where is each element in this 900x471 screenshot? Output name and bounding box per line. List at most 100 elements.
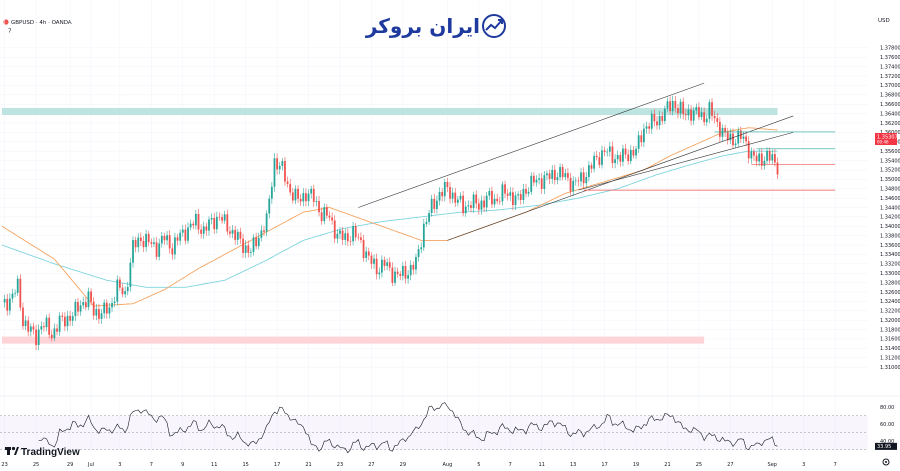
- indicator-count[interactable]: 7: [8, 29, 12, 35]
- rsi-tick-label: 40.00: [880, 439, 894, 445]
- candle-body: [215, 216, 218, 230]
- price-axis[interactable]: 1.37800 1.37600 1.37400 1.37200 1.37000 1.368…: [880, 46, 900, 371]
- candle-body: [614, 159, 616, 164]
- candle-body: [493, 198, 496, 205]
- candle-body: [223, 214, 226, 221]
- candle-body: [333, 220, 336, 239]
- candle-body: [325, 207, 328, 216]
- time-tick-label: 9: [181, 462, 184, 468]
- candle-body: [265, 213, 268, 232]
- candle-body: [483, 200, 485, 208]
- candle-body: [71, 316, 74, 321]
- candle-body: [40, 326, 43, 330]
- candle-body: [512, 192, 514, 206]
- price-tick-label: 1.35200: [880, 168, 900, 174]
- candle-body: [433, 198, 436, 209]
- candle-body: [19, 278, 22, 308]
- time-tick-label: 25: [33, 462, 39, 468]
- symbol-flag-icon: [3, 19, 9, 25]
- candle-body: [16, 278, 19, 293]
- candle-body: [768, 150, 771, 161]
- candle-body: [470, 205, 472, 208]
- candle-body: [32, 326, 35, 330]
- candle-body: [58, 315, 61, 332]
- candle-body: [139, 237, 142, 242]
- candle-body: [119, 279, 121, 288]
- candle-body: [700, 112, 703, 118]
- candle-body: [79, 305, 82, 312]
- candle-body: [648, 126, 651, 129]
- candle-body: [116, 279, 119, 302]
- candle-body: [184, 229, 187, 241]
- price-tick-label: 1.37400: [880, 64, 900, 70]
- time-tick-label: 11: [211, 462, 217, 468]
- time-tick-label: 17: [601, 462, 607, 468]
- candle-body: [726, 132, 729, 141]
- candle-body: [666, 101, 669, 109]
- price-tick-label: 1.35400: [880, 158, 900, 164]
- price-tick-label: 1.33400: [880, 252, 900, 258]
- candle-body: [299, 198, 302, 202]
- candle-body: [234, 229, 237, 240]
- candle-body: [310, 188, 313, 194]
- candle-body: [753, 151, 755, 156]
- candle-body: [766, 150, 768, 161]
- price-tick-label: 1.32000: [880, 318, 900, 324]
- candle-body: [221, 217, 223, 221]
- time-tick-label: Jul: [87, 462, 94, 468]
- price-tick-label: 1.32200: [880, 309, 900, 315]
- candle-body: [763, 160, 766, 166]
- candle-body: [276, 158, 278, 170]
- price-tick-label: 1.34000: [880, 224, 900, 230]
- candle-body: [284, 161, 286, 182]
- candle-body: [200, 229, 203, 234]
- candle-body: [580, 172, 582, 182]
- candle-body: [525, 188, 527, 194]
- rsi-line: [38, 402, 778, 454]
- candle-body: [61, 315, 64, 317]
- settings-icon[interactable]: [882, 458, 890, 466]
- time-tick-label: 7: [150, 462, 153, 468]
- candle-body: [187, 227, 189, 241]
- candle-body: [134, 240, 137, 248]
- candle-body: [84, 302, 87, 308]
- time-tick-label: 27: [727, 462, 733, 468]
- candle-body: [567, 173, 569, 178]
- candle-body: [480, 200, 483, 210]
- candle-body: [386, 262, 389, 266]
- candle-body: [718, 121, 721, 137]
- candle-body: [451, 192, 454, 199]
- candle-body: [189, 223, 192, 228]
- symbol-title[interactable]: GBPUSD · 4h · OANDA: [11, 20, 72, 26]
- candle-body: [415, 257, 417, 270]
- candle-body: [522, 188, 525, 200]
- candle-body: [561, 167, 564, 178]
- candle-body: [776, 162, 779, 175]
- candle-body: [331, 217, 334, 221]
- candle-body: [281, 161, 284, 166]
- candle-body: [126, 287, 129, 292]
- candle-body: [498, 201, 501, 202]
- candle-body: [430, 198, 433, 214]
- price-tick-label: 1.33600: [880, 243, 900, 249]
- candle-body: [3, 298, 6, 303]
- time-axis[interactable]: 23 25 29 Jul 3 7 9 11 15 17 21 23 27 29 Aug 5 7 11 13 17 19 2…: [1, 462, 836, 468]
- time-tick-label: 19: [633, 462, 639, 468]
- rsi-value-label: 33.95: [877, 444, 891, 450]
- candle-body: [153, 242, 155, 244]
- candle-body: [194, 213, 197, 226]
- candle-body: [341, 230, 344, 240]
- candle-body: [425, 221, 428, 224]
- candle-body: [229, 231, 231, 234]
- candle-body: [477, 203, 480, 210]
- time-tick-label: 27: [368, 462, 374, 468]
- candle-body: [454, 192, 457, 203]
- candle-body: [111, 302, 113, 308]
- candle-body: [142, 241, 145, 248]
- candle-body: [66, 315, 69, 327]
- candle-body: [598, 157, 601, 165]
- time-tick-label: 25: [696, 462, 702, 468]
- candle-body: [527, 191, 530, 194]
